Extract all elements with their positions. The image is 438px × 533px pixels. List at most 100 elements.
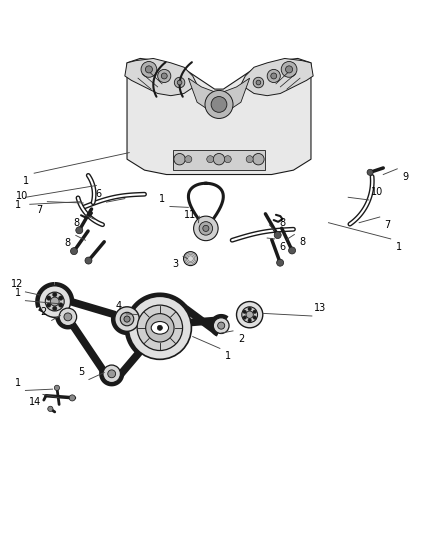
Text: 12: 12 [11, 279, 24, 289]
Circle shape [76, 227, 83, 234]
Circle shape [45, 292, 64, 311]
Text: 1: 1 [14, 377, 21, 387]
Text: 2: 2 [238, 334, 244, 344]
Circle shape [53, 293, 57, 297]
Circle shape [177, 80, 182, 85]
Circle shape [174, 154, 185, 165]
Text: 1: 1 [23, 176, 29, 186]
Circle shape [203, 225, 209, 231]
Circle shape [211, 96, 227, 112]
Text: 8: 8 [74, 217, 80, 228]
Polygon shape [188, 78, 250, 113]
Circle shape [39, 286, 71, 317]
Text: 6: 6 [95, 189, 102, 199]
Text: 1: 1 [225, 351, 231, 361]
Circle shape [157, 325, 162, 330]
Circle shape [213, 318, 229, 334]
Circle shape [253, 316, 256, 319]
Circle shape [174, 77, 185, 88]
Text: 10: 10 [371, 187, 383, 197]
Text: 2: 2 [41, 308, 47, 318]
Circle shape [146, 313, 174, 342]
Circle shape [185, 156, 192, 163]
Circle shape [69, 395, 75, 401]
Circle shape [64, 313, 72, 321]
Text: 11: 11 [184, 210, 197, 220]
Polygon shape [241, 59, 313, 96]
Circle shape [161, 73, 167, 79]
Circle shape [120, 312, 134, 326]
Text: 4: 4 [115, 301, 121, 311]
Circle shape [367, 169, 373, 175]
Circle shape [205, 91, 233, 118]
Text: 10: 10 [16, 191, 28, 201]
Circle shape [115, 307, 139, 332]
Circle shape [158, 69, 171, 83]
Polygon shape [127, 59, 311, 174]
Circle shape [184, 252, 198, 265]
Circle shape [248, 307, 251, 311]
Circle shape [54, 385, 60, 391]
Circle shape [50, 297, 59, 306]
Circle shape [271, 73, 277, 79]
Polygon shape [125, 59, 197, 96]
Polygon shape [173, 150, 265, 170]
Text: 1: 1 [396, 242, 402, 252]
Circle shape [281, 61, 297, 77]
Text: 6: 6 [279, 242, 286, 252]
Text: 14: 14 [29, 397, 41, 407]
Circle shape [242, 307, 258, 322]
Circle shape [224, 156, 231, 163]
Circle shape [207, 156, 214, 163]
Circle shape [108, 370, 116, 378]
Circle shape [246, 311, 253, 318]
Text: 1: 1 [159, 193, 165, 204]
Circle shape [274, 231, 281, 239]
Circle shape [46, 296, 51, 300]
Text: 8: 8 [65, 238, 71, 248]
Ellipse shape [151, 321, 169, 334]
Circle shape [253, 154, 264, 165]
Circle shape [124, 316, 130, 322]
Circle shape [194, 216, 218, 241]
Circle shape [103, 365, 120, 383]
Circle shape [218, 322, 225, 329]
Circle shape [248, 319, 251, 322]
Circle shape [267, 69, 280, 83]
Circle shape [243, 316, 247, 319]
Circle shape [277, 259, 284, 266]
Text: 8: 8 [279, 217, 286, 228]
Circle shape [253, 310, 256, 313]
Circle shape [246, 156, 253, 163]
Circle shape [71, 248, 78, 255]
Circle shape [199, 222, 212, 235]
Text: 7: 7 [385, 220, 391, 230]
Text: 9: 9 [402, 172, 408, 182]
Circle shape [48, 406, 53, 411]
Circle shape [253, 77, 264, 88]
Circle shape [85, 257, 92, 264]
Circle shape [141, 61, 157, 77]
Circle shape [213, 154, 225, 165]
Text: 1: 1 [14, 200, 21, 210]
Circle shape [59, 296, 63, 300]
Circle shape [243, 310, 247, 313]
Circle shape [59, 308, 77, 326]
Circle shape [145, 66, 152, 73]
Text: 13: 13 [314, 303, 326, 313]
Polygon shape [188, 183, 223, 226]
Circle shape [59, 303, 63, 307]
Text: 7: 7 [36, 205, 42, 215]
Text: 3: 3 [172, 260, 178, 269]
Text: 8: 8 [299, 237, 305, 247]
Circle shape [128, 296, 191, 359]
Circle shape [46, 303, 51, 307]
Circle shape [237, 302, 263, 328]
Circle shape [289, 247, 296, 254]
Circle shape [286, 66, 293, 73]
Text: 1: 1 [14, 288, 21, 298]
Text: 5: 5 [78, 367, 84, 377]
Circle shape [256, 80, 261, 85]
Circle shape [53, 306, 57, 311]
Circle shape [137, 305, 183, 351]
